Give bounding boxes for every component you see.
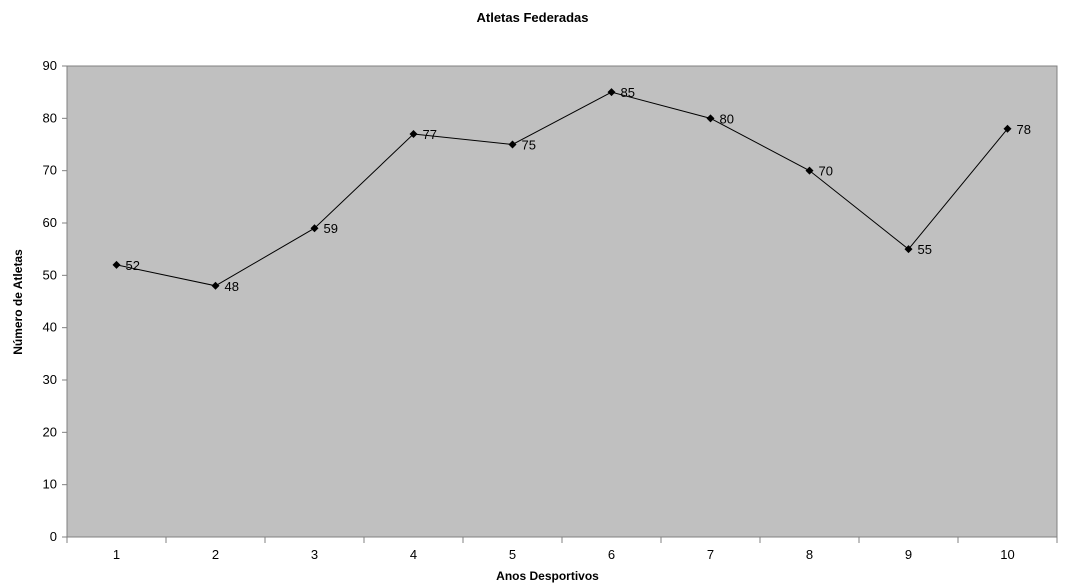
y-axis-label: Número de Atletas <box>11 249 25 355</box>
data-label: 85 <box>621 85 635 100</box>
y-tick-label: 70 <box>43 163 57 178</box>
y-tick-label: 20 <box>43 424 57 439</box>
data-label: 70 <box>819 164 833 179</box>
x-tick-label: 4 <box>410 547 417 562</box>
y-tick-label: 10 <box>43 477 57 492</box>
data-label: 52 <box>126 258 140 273</box>
data-label: 59 <box>324 221 338 236</box>
data-point <box>607 88 616 97</box>
x-axis-label: Anos Desportivos <box>496 569 599 583</box>
x-tick-label: 10 <box>1000 547 1014 562</box>
data-label: 78 <box>1017 122 1031 137</box>
y-tick-label: 30 <box>43 372 57 387</box>
y-tick-label: 90 <box>43 58 57 73</box>
data-label: 77 <box>423 127 437 142</box>
data-point <box>310 224 319 233</box>
x-tick-label: 6 <box>608 547 615 562</box>
y-axis: 0 10 20 30 40 50 60 70 80 90 <box>43 58 68 544</box>
x-tick-label: 5 <box>509 547 516 562</box>
x-axis: 1 2 3 4 5 6 7 8 9 10 <box>66 536 1058 562</box>
y-tick-label: 0 <box>50 529 57 544</box>
series-line <box>116 91 1008 287</box>
data-label: 48 <box>225 279 239 294</box>
data-point <box>112 260 121 269</box>
x-tick-label: 7 <box>707 547 714 562</box>
data-point <box>1003 124 1012 133</box>
data-label: 75 <box>522 138 536 153</box>
chart-title: Atletas Federadas <box>476 10 589 25</box>
data-label: 55 <box>918 242 932 257</box>
data-point <box>904 245 913 254</box>
data-point <box>706 114 715 123</box>
x-tick-label: 1 <box>113 547 120 562</box>
x-tick-label: 2 <box>212 547 219 562</box>
x-tick-label: 8 <box>806 547 813 562</box>
x-tick-label: 9 <box>905 547 912 562</box>
series-group: 52 48 59 77 75 85 80 70 55 78 <box>112 85 1031 294</box>
data-label: 80 <box>720 111 734 126</box>
data-point <box>805 166 814 175</box>
data-point <box>508 140 517 149</box>
plot-area <box>66 65 1058 538</box>
y-tick-label: 40 <box>43 320 57 335</box>
y-tick-label: 60 <box>43 215 57 230</box>
data-point <box>211 281 220 290</box>
data-point <box>409 130 418 139</box>
y-tick-label: 50 <box>43 267 57 282</box>
x-tick-label: 3 <box>311 547 318 562</box>
y-tick-label: 80 <box>43 110 57 125</box>
